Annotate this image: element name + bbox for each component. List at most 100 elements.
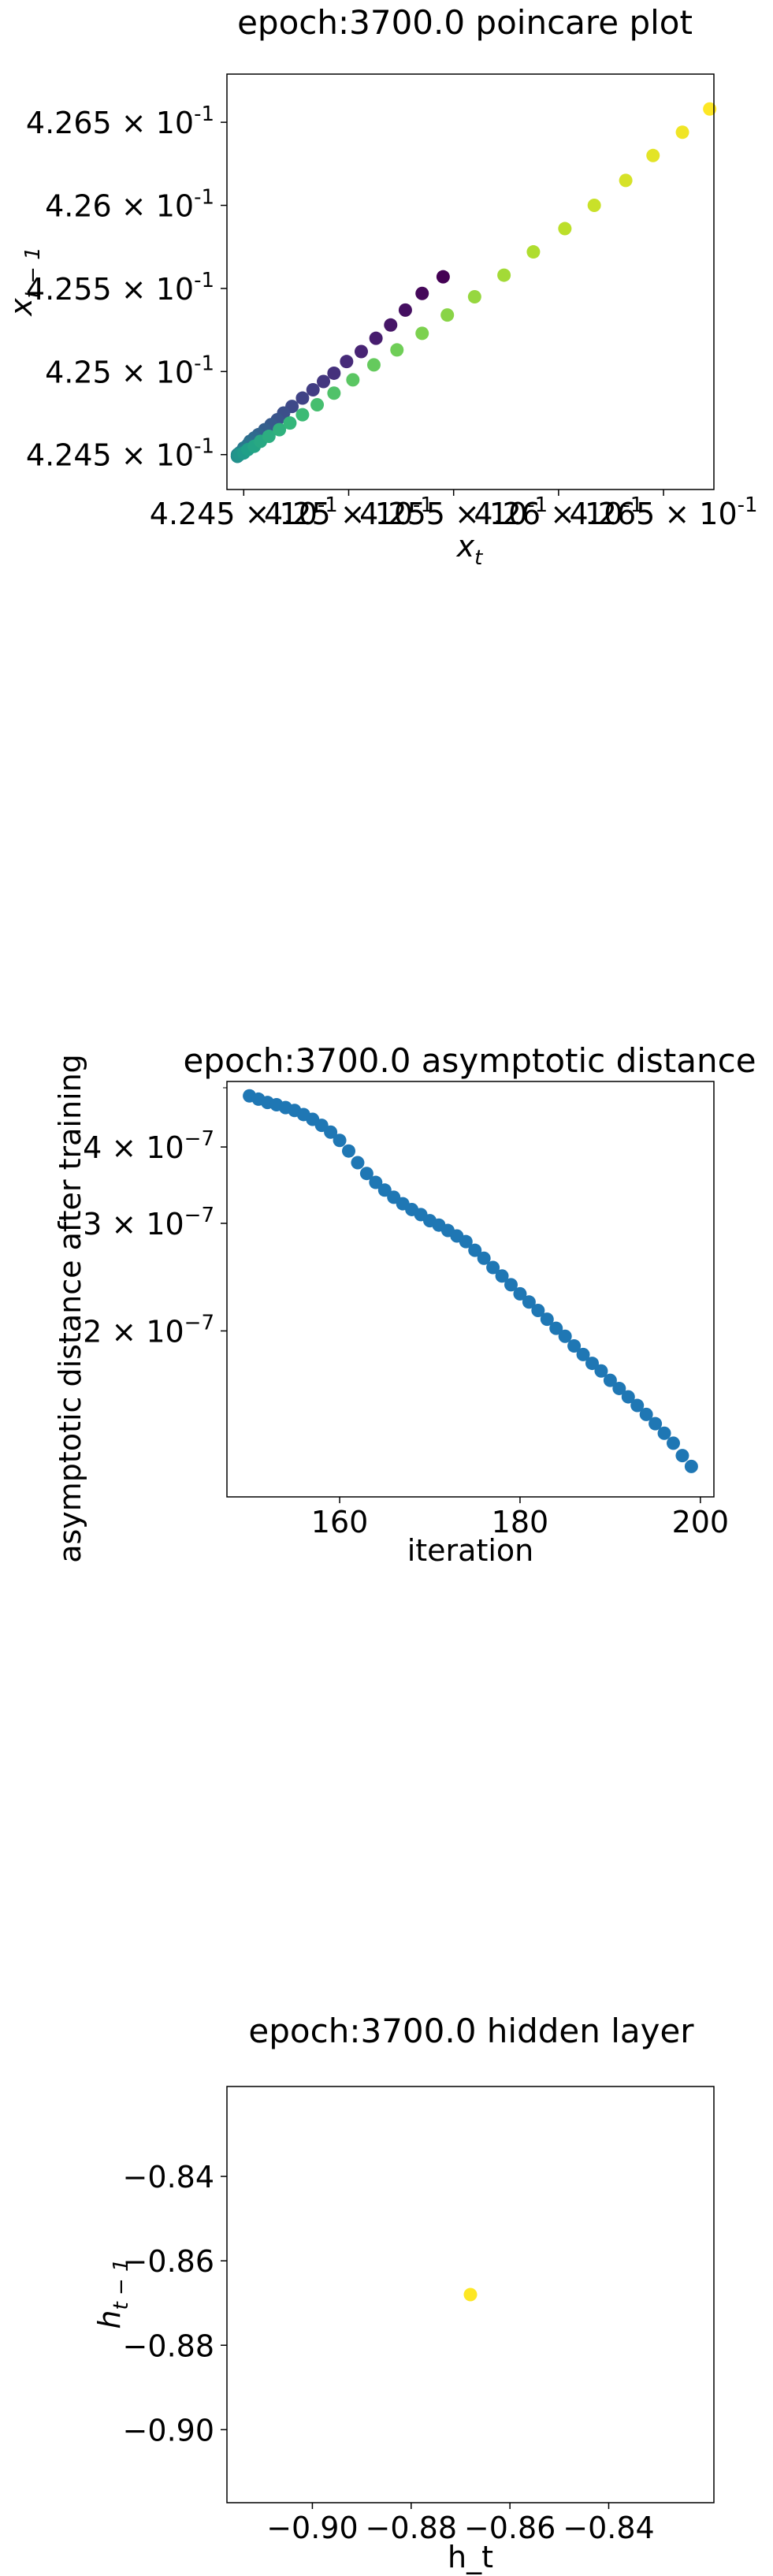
data-point bbox=[495, 1269, 509, 1283]
data-point bbox=[384, 318, 398, 332]
tick-label: −0.86 bbox=[123, 2244, 214, 2279]
data-point bbox=[504, 1278, 518, 1292]
chart-title: epoch:3700.0 poincare plot bbox=[237, 3, 693, 42]
data-point bbox=[558, 1329, 572, 1343]
data-point bbox=[369, 331, 383, 345]
data-point bbox=[576, 1347, 590, 1361]
data-point bbox=[377, 1183, 392, 1197]
data-point bbox=[587, 199, 601, 213]
data-point bbox=[295, 391, 310, 405]
data-point bbox=[415, 326, 429, 341]
tick-label: 4.26 × 10-1 bbox=[45, 186, 214, 224]
tick-label: 4.245 × 10-1 bbox=[26, 435, 214, 473]
data-point bbox=[567, 1338, 582, 1353]
data-point bbox=[415, 286, 429, 300]
data-point bbox=[327, 366, 341, 380]
data-point bbox=[703, 102, 717, 116]
data-point bbox=[306, 383, 320, 397]
data-point bbox=[497, 268, 511, 282]
tick-label: −0.90 bbox=[123, 2413, 214, 2448]
poincare-chart: epoch:3700.0 poincare plot 4.245 × 10-14… bbox=[4, 3, 758, 570]
data-point bbox=[675, 125, 689, 140]
y-ticks: 4 × 10−7 3 × 10−7 2 × 10−7 bbox=[83, 1087, 227, 1349]
data-point bbox=[346, 373, 360, 387]
data-point bbox=[639, 1407, 653, 1421]
x-axis-label: iteration bbox=[407, 1533, 534, 1568]
y-axis-label: ht − 1 bbox=[92, 2258, 133, 2328]
chart-title: epoch:3700.0 asymptotic distance bbox=[183, 1041, 756, 1080]
data-point bbox=[619, 173, 633, 188]
x-ticks: 160 180 200 bbox=[311, 1497, 729, 1539]
tick-label: 4.265 × 10-1 bbox=[26, 102, 214, 140]
data-point bbox=[317, 374, 331, 389]
data-point bbox=[340, 355, 354, 369]
tick-label: 2 × 10−7 bbox=[83, 1311, 214, 1349]
data-point bbox=[486, 1260, 500, 1275]
data-point bbox=[369, 1175, 383, 1189]
x-axis-label: xt bbox=[456, 529, 484, 570]
tick-label: 4 × 10−7 bbox=[83, 1127, 214, 1165]
data-points bbox=[243, 1089, 698, 1473]
data-point bbox=[649, 1416, 663, 1431]
plot-frame bbox=[226, 2086, 715, 2503]
data-point bbox=[684, 1459, 698, 1473]
data-point bbox=[585, 1357, 599, 1371]
data-point bbox=[612, 1381, 626, 1395]
data-point bbox=[467, 289, 481, 303]
tick-label: −0.90 bbox=[266, 2511, 358, 2545]
data-point bbox=[531, 1304, 545, 1318]
data-point bbox=[549, 1321, 563, 1335]
data-points bbox=[230, 102, 717, 463]
data-point bbox=[295, 408, 310, 422]
data-point bbox=[463, 2288, 478, 2302]
tick-label: −0.84 bbox=[563, 2511, 654, 2545]
tick-label: 4.245 × 10-1 bbox=[150, 493, 338, 531]
tick-label: 4.265 × 10-1 bbox=[570, 493, 758, 531]
x-ticks: 4.245 × 10-14.25 × 10-14.255 × 10-14.26 … bbox=[150, 490, 758, 531]
data-point bbox=[440, 308, 455, 322]
hidden-layer-chart: epoch:3700.0 hidden layer −0.90 −0.88 −0.8… bbox=[92, 2012, 715, 2574]
tick-label: 4.255 × 10-1 bbox=[26, 269, 214, 307]
tick-label: −0.84 bbox=[123, 2160, 214, 2194]
data-point bbox=[459, 1234, 473, 1249]
data-point bbox=[621, 1390, 635, 1404]
tick-label: 4.26 × 10-1 bbox=[474, 493, 643, 531]
tick-label: 180 bbox=[492, 1505, 549, 1539]
tick-label: −0.88 bbox=[123, 2328, 214, 2363]
data-point bbox=[359, 1167, 373, 1181]
data-point bbox=[522, 1295, 536, 1309]
data-point bbox=[558, 221, 572, 236]
data-point bbox=[327, 386, 341, 400]
data-point bbox=[273, 423, 287, 437]
data-point bbox=[398, 303, 412, 317]
tick-label: −0.86 bbox=[464, 2511, 556, 2545]
data-point bbox=[354, 344, 368, 359]
plot-frame bbox=[226, 1081, 715, 1498]
data-point bbox=[324, 1125, 338, 1139]
tick-label: −0.88 bbox=[366, 2511, 457, 2545]
data-points bbox=[463, 2288, 478, 2302]
data-point bbox=[477, 1251, 491, 1265]
data-point bbox=[667, 1436, 680, 1450]
data-point bbox=[603, 1373, 617, 1387]
x-ticks: −0.90 −0.88 −0.86 −0.84 bbox=[266, 2503, 655, 2545]
y-ticks: 4.245 × 10-1 4.25 × 10-1 4.255 × 10-1 4.26 … bbox=[26, 102, 227, 473]
y-ticks: −0.84 −0.86 −0.88 −0.90 bbox=[123, 2160, 227, 2448]
data-point bbox=[540, 1312, 554, 1327]
tick-label: 160 bbox=[311, 1505, 369, 1539]
plot-frame bbox=[226, 73, 715, 490]
tick-label: 4.25 × 10-1 bbox=[264, 493, 433, 531]
data-point bbox=[657, 1426, 671, 1440]
x-axis-label: h_t bbox=[448, 2540, 493, 2574]
data-point bbox=[436, 270, 450, 284]
data-point bbox=[594, 1364, 608, 1378]
tick-label: 200 bbox=[672, 1505, 730, 1539]
data-point bbox=[283, 416, 297, 430]
tick-label: 3 × 10−7 bbox=[83, 1204, 214, 1241]
data-point bbox=[526, 245, 541, 259]
data-point bbox=[630, 1398, 645, 1413]
data-point bbox=[262, 430, 276, 444]
data-point bbox=[646, 148, 660, 162]
y-axis-label: asymptotic distance after training bbox=[53, 1054, 87, 1563]
